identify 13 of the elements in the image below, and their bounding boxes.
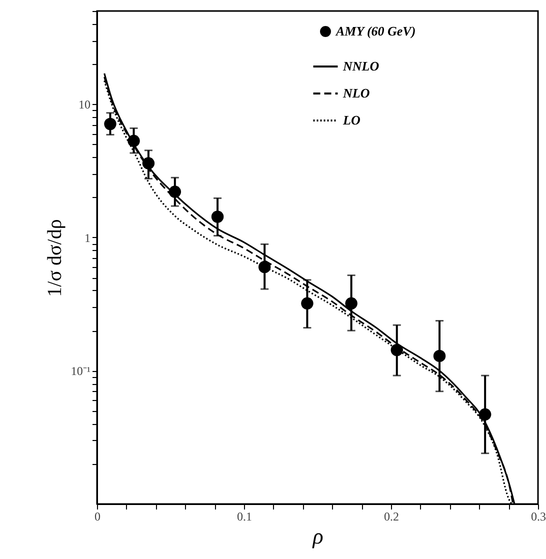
legend-label: NNLO bbox=[342, 58, 380, 74]
x-tick-label: 0.1 bbox=[237, 510, 252, 524]
legend-label: AMY (60 GeV) bbox=[335, 24, 416, 38]
x-tick-label: 0.2 bbox=[384, 510, 399, 524]
x-tick-label: 0.3 bbox=[531, 510, 546, 524]
y-tick-label: 10⁻¹ bbox=[70, 364, 91, 378]
y-axis-title: 1/σ dσ/dρ bbox=[44, 219, 66, 297]
x-axis-title: ρ bbox=[312, 524, 324, 548]
legend-label: NLO bbox=[342, 86, 370, 100]
y-tick-label: 1 bbox=[84, 230, 90, 245]
y-tick-label: 10 bbox=[78, 98, 90, 112]
x-tick-label: 0 bbox=[94, 510, 100, 524]
legend-label: LO bbox=[342, 112, 361, 128]
